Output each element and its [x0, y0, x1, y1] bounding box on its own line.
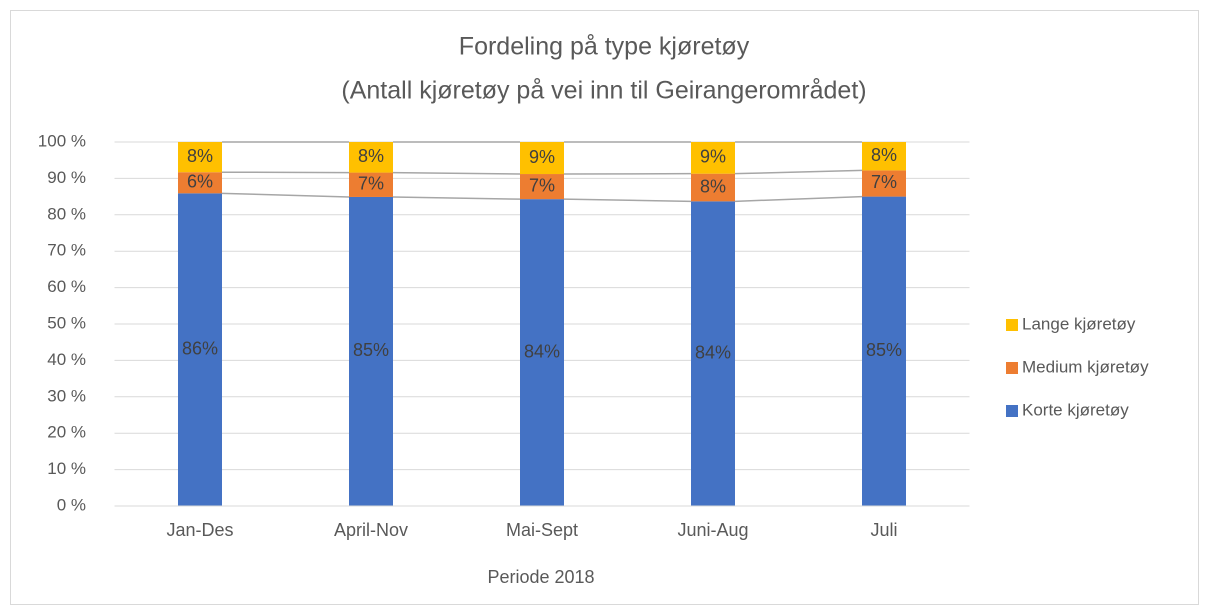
x-tick-label: Juni-Aug — [677, 520, 748, 540]
legend-label: Korte kjøretøy — [1022, 400, 1129, 419]
bar-segment — [520, 142, 564, 175]
data-label: 8% — [358, 146, 384, 166]
y-tick-label: 40 % — [47, 350, 86, 369]
legend-swatch — [1006, 319, 1018, 331]
chart-title: Fordeling på type kjøretøy — [459, 33, 750, 61]
x-tick-label: Juli — [870, 520, 897, 540]
data-label: 7% — [529, 175, 555, 195]
x-axis-label: Periode 2018 — [487, 567, 594, 587]
data-label: 8% — [700, 176, 726, 196]
legend-swatch — [1006, 362, 1018, 374]
bar-segment — [178, 142, 222, 173]
data-label: 9% — [529, 147, 555, 167]
y-tick-label: 10 % — [47, 459, 86, 478]
data-label: 84% — [524, 341, 560, 361]
x-tick-label: Mai-Sept — [506, 520, 578, 540]
bar-segment — [520, 174, 564, 200]
y-tick-label: 90 % — [47, 168, 86, 187]
x-tick-label: Jan-Des — [166, 520, 233, 540]
data-label: 7% — [358, 174, 384, 194]
series-line — [392, 196, 521, 200]
bar-segment — [862, 142, 906, 171]
series-line — [734, 169, 863, 175]
y-tick-label: 70 % — [47, 241, 86, 260]
series-line — [734, 195, 863, 203]
data-label: 85% — [866, 340, 902, 360]
data-label: 8% — [871, 145, 897, 165]
bar-segment — [691, 142, 735, 174]
y-tick-label: 30 % — [47, 386, 86, 405]
bar-segment — [691, 201, 735, 506]
y-tick-label: 100 % — [38, 131, 86, 150]
bar-segment — [862, 170, 906, 197]
y-tick-label: 60 % — [47, 277, 86, 296]
bar-segment — [178, 193, 222, 506]
bar-segment — [349, 172, 393, 197]
data-label: 85% — [353, 340, 389, 360]
bar-segment — [691, 173, 735, 202]
x-tick-label: April-Nov — [334, 520, 408, 540]
data-label: 6% — [187, 172, 213, 192]
series-line — [563, 198, 692, 203]
data-label: 9% — [700, 147, 726, 167]
series-line — [392, 171, 521, 175]
bar-segment — [520, 199, 564, 506]
bar-segment — [349, 142, 393, 173]
y-tick-label: 20 % — [47, 423, 86, 442]
data-label: 8% — [187, 146, 213, 166]
series-line — [221, 192, 350, 198]
data-label: 86% — [182, 338, 218, 358]
y-tick-label: 80 % — [47, 204, 86, 223]
bar-segment — [178, 172, 222, 194]
y-tick-label: 0 % — [57, 495, 86, 514]
y-tick-label: 50 % — [47, 313, 86, 332]
chart-subtitle: (Antall kjøretøy på vei inn til Geirange… — [341, 77, 866, 105]
legend-label: Medium kjøretøy — [1022, 357, 1149, 376]
data-label: 7% — [871, 172, 897, 192]
legend-label: Lange kjøretøy — [1022, 314, 1136, 333]
data-label: 84% — [695, 342, 731, 362]
bar-segment — [862, 196, 906, 506]
bar-segment — [349, 196, 393, 507]
legend-swatch — [1006, 405, 1018, 417]
